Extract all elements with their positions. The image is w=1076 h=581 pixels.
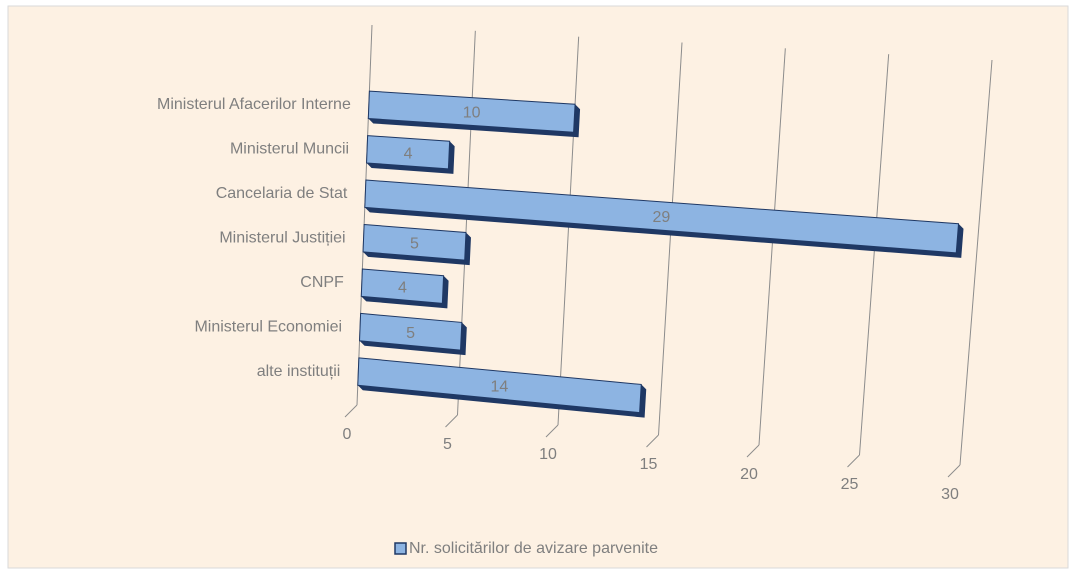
x-tick-label: 10 <box>539 446 557 463</box>
category-label: Cancelaria de Stat <box>216 185 348 202</box>
bar <box>360 268 445 304</box>
legend-label: Nr. solicitărilor de avizare parvenite <box>409 540 658 557</box>
tick-mark <box>646 434 659 448</box>
bar-depth <box>359 322 467 356</box>
bar-depth <box>368 104 581 138</box>
grid-line <box>859 54 890 456</box>
category-label: Ministerul Justiției <box>219 229 345 246</box>
grid-line <box>557 36 580 426</box>
category-label: Ministerul Economiei <box>194 318 342 335</box>
grid-line <box>959 59 993 466</box>
tick-mark <box>445 414 458 428</box>
x-tick-label: 15 <box>640 456 658 473</box>
legend-swatch <box>394 542 407 555</box>
x-tick-label: 25 <box>841 476 859 493</box>
x-tick-label: 30 <box>941 486 959 503</box>
category-label: alte instituții <box>257 363 341 380</box>
tick-mark <box>344 404 358 418</box>
chart-background <box>7 5 1069 569</box>
value-label: 14 <box>490 378 508 395</box>
value-label: 10 <box>463 105 481 122</box>
value-label: 29 <box>652 209 670 226</box>
bar <box>366 135 451 170</box>
grid-line <box>758 48 786 446</box>
x-tick-label: 5 <box>443 436 452 453</box>
tick-mark <box>947 464 961 478</box>
bar-depth <box>366 141 455 174</box>
tick-mark <box>545 424 559 438</box>
value-label: 4 <box>404 145 413 162</box>
bar-depth <box>361 275 449 309</box>
bar <box>364 179 960 254</box>
grid-line <box>356 24 373 406</box>
bar <box>359 312 463 351</box>
category-label: Ministerul Afacerilor Interne <box>157 96 351 113</box>
tick-mark <box>847 454 860 468</box>
value-label: 5 <box>410 235 419 252</box>
tick-mark <box>746 444 760 458</box>
bar <box>357 357 642 414</box>
category-label: Ministerul Muncii <box>230 140 349 157</box>
value-label: 5 <box>406 325 415 342</box>
grid-line <box>658 42 683 436</box>
bar <box>362 223 467 261</box>
x-tick-label: 0 <box>343 426 352 443</box>
x-tick-label: 20 <box>740 466 758 483</box>
bar <box>367 90 576 133</box>
category-label: CNPF <box>300 274 344 291</box>
bar-depth <box>363 232 471 266</box>
bar-depth <box>364 207 964 258</box>
value-label: 4 <box>398 279 407 296</box>
